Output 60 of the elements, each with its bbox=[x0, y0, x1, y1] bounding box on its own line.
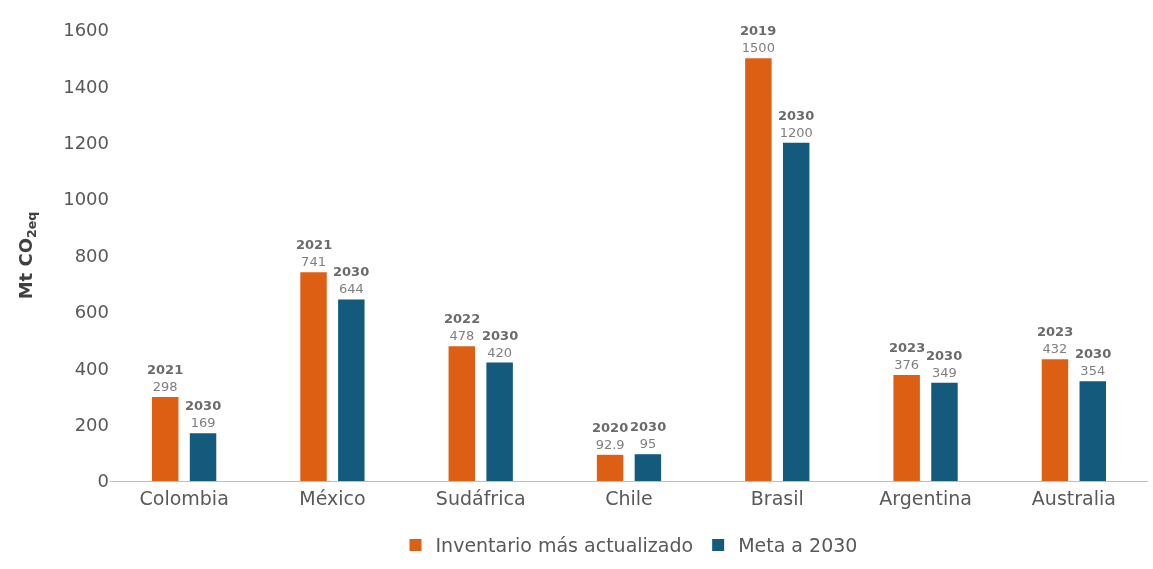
data-label: 741 bbox=[301, 254, 326, 270]
data-label: 420 bbox=[487, 344, 513, 360]
annotation: 2022 bbox=[444, 311, 481, 326]
bar bbox=[152, 397, 179, 481]
bar bbox=[1079, 381, 1106, 481]
data-label: 349 bbox=[932, 364, 957, 380]
annotation: 2030 bbox=[333, 264, 370, 279]
y-tick-label: 0 bbox=[97, 470, 109, 492]
bar bbox=[300, 272, 327, 481]
y-tick-label: 1600 bbox=[63, 19, 109, 41]
y-tick-label: 600 bbox=[74, 301, 109, 323]
x-tick-label: Chile bbox=[605, 486, 653, 509]
bar bbox=[1041, 359, 1069, 481]
x-tick-label: Brasil bbox=[750, 486, 804, 509]
data-label: 354 bbox=[1080, 363, 1106, 379]
x-tick-label: Colombia bbox=[139, 486, 229, 509]
annotation: 2021 bbox=[147, 362, 184, 377]
x-tick-label: México bbox=[299, 486, 366, 509]
data-label: 169 bbox=[190, 415, 216, 431]
x-tick-label: Sudáfrica bbox=[435, 486, 526, 509]
x-tick-label: Argentina bbox=[879, 486, 972, 509]
data-label: 432 bbox=[1042, 341, 1068, 357]
annotation: 2023 bbox=[1037, 324, 1074, 339]
legend-label: Inventario más actualizado bbox=[435, 534, 694, 557]
data-label: 92.9 bbox=[595, 436, 625, 452]
data-label: 376 bbox=[894, 357, 920, 373]
y-tick-label: 800 bbox=[74, 244, 109, 266]
y-tick-label: 400 bbox=[74, 357, 109, 379]
y-tick-label: 200 bbox=[74, 413, 109, 435]
data-label: 644 bbox=[338, 281, 364, 297]
bar bbox=[486, 362, 513, 481]
legend-label: Meta a 2030 bbox=[738, 534, 858, 557]
annotation: 2030 bbox=[1075, 346, 1112, 361]
data-label: 298 bbox=[152, 379, 178, 394]
bar bbox=[782, 142, 810, 481]
bar bbox=[745, 58, 772, 481]
annotation: 2019 bbox=[740, 23, 777, 38]
annotation: 2023 bbox=[889, 340, 926, 355]
bar bbox=[893, 375, 920, 481]
bar bbox=[931, 382, 958, 481]
data-label: 478 bbox=[449, 328, 475, 344]
data-label: 95 bbox=[639, 436, 657, 452]
y-tick-label: 1000 bbox=[63, 188, 109, 210]
annotation: 2021 bbox=[296, 237, 333, 252]
y-tick-label: 1400 bbox=[63, 75, 109, 97]
annotation: 2020 bbox=[592, 420, 629, 435]
bar bbox=[596, 454, 624, 481]
annotation: 2030 bbox=[926, 348, 963, 363]
annotation: 2030 bbox=[778, 108, 815, 123]
data-label: 1500 bbox=[741, 40, 775, 56]
data-label: 1200 bbox=[779, 124, 813, 140]
bar bbox=[338, 299, 365, 481]
annotation: 2030 bbox=[482, 328, 519, 343]
bar bbox=[448, 346, 476, 481]
y-tick-label: 1200 bbox=[63, 132, 109, 154]
annotation: 2030 bbox=[185, 398, 222, 413]
bar bbox=[634, 454, 662, 481]
annotation: 2030 bbox=[630, 419, 667, 434]
x-tick-label: Australia bbox=[1031, 486, 1116, 509]
bar bbox=[189, 433, 217, 481]
